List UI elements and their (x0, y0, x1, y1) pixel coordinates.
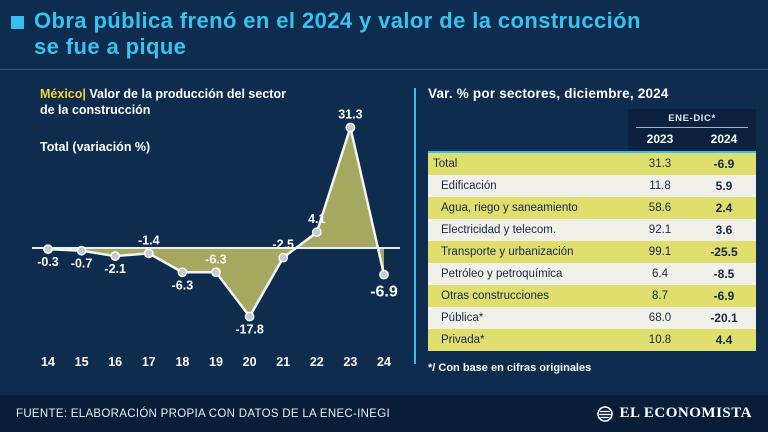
svg-text:20: 20 (243, 355, 257, 369)
header-divider (0, 69, 768, 70)
row-value-2023: 58.6 (648, 202, 672, 214)
row-value-2024: 2.4 (715, 201, 733, 215)
svg-text:-1.4: -1.4 (138, 233, 160, 247)
svg-text:16: 16 (108, 355, 122, 369)
svg-text:-6.3: -6.3 (205, 252, 227, 266)
svg-text:31.3: 31.3 (338, 107, 362, 121)
row-value-2024: 3.6 (715, 223, 733, 237)
table-row: Petróleo y petroquímica 6.4 -8.5 (428, 263, 756, 285)
svg-text:21: 21 (276, 355, 290, 369)
svg-text:24: 24 (377, 355, 391, 369)
table-row: Otras construcciones 8.7 -6.9 (428, 285, 756, 307)
svg-text:18: 18 (175, 355, 189, 369)
svg-text:-2.5: -2.5 (272, 238, 294, 252)
row-sector-name: Privada* (441, 334, 485, 346)
footer-bar: FUENTE: ELABORACIÓN PROPIA CON DATOS DE … (0, 395, 768, 432)
row-sector-name: Electricidad y telecom. (441, 224, 557, 236)
table-column-header: ENE-DIC* 2023 2024 (428, 109, 756, 151)
row-value-2023: 10.8 (648, 334, 672, 346)
construction-area-chart: -0.3 -0.7 -2.1 -1.4 -6.3 -6.3 -17.8 -2.5 4.1 31.3… (32, 107, 400, 369)
column-2023: 2023 (646, 132, 674, 146)
row-value-2023: 68.0 (648, 312, 672, 324)
row-value-2024: -8.5 (713, 267, 735, 281)
chart-region-label: México| (40, 87, 86, 101)
svg-text:-17.8: -17.8 (235, 323, 264, 337)
svg-text:15: 15 (75, 355, 89, 369)
svg-text:-0.3: -0.3 (37, 255, 59, 269)
svg-text:19: 19 (209, 355, 223, 369)
column-group-label: ENE-DIC* (668, 113, 716, 124)
svg-text:4.1: 4.1 (308, 212, 325, 226)
row-value-2023: 6.4 (652, 268, 668, 280)
row-sector-name: Total (433, 158, 458, 170)
row-sector-name: Edificación (441, 180, 497, 192)
chart-title: Valor de la producción del sector de la … (40, 87, 286, 117)
table-row: Transporte y urbanización 99.1 -25.5 (428, 241, 756, 263)
column-group-rule (636, 127, 748, 128)
svg-text:14: 14 (41, 355, 55, 369)
table-row: Agua, riego y saneamiento 58.6 2.4 (428, 197, 756, 219)
svg-text:17: 17 (142, 355, 156, 369)
el-economista-globe-icon (596, 405, 613, 422)
table-row: Total 31.3 -6.9 (428, 153, 756, 175)
page-title-line2: se fue a pique (34, 34, 187, 59)
svg-text:-6.9: -6.9 (370, 284, 398, 301)
column-2024: 2024 (710, 132, 738, 146)
table-title: Var. % por sectores, diciembre, 2024 (428, 86, 669, 101)
table-row: Edificación 11.8 5.9 (428, 175, 756, 197)
construction-chart-panel: -0.3 -0.7 -2.1 -1.4 -6.3 -6.3 -17.8 -2.5 4.1 31.3… (30, 80, 410, 375)
year-columns: 2023 2024 (628, 132, 756, 146)
page-title-line1: Obra pública frenó en el 2024 y valor de… (34, 8, 641, 33)
row-sector-name: Transporte y urbanización (441, 246, 574, 258)
row-sector-name: Petróleo y petroquímica (441, 268, 563, 280)
row-value-2024: -25.5 (710, 245, 738, 259)
row-value-2023: 8.7 (652, 290, 668, 302)
row-value-2024: -6.9 (713, 157, 735, 171)
chart-heading: México| Valor de la producción del secto… (40, 86, 290, 118)
table-row: Electricidad y telecom. 92.1 3.6 (428, 219, 756, 241)
svg-text:-0.7: -0.7 (71, 257, 93, 271)
brand-name: EL ECONOMISTA (619, 405, 752, 421)
table-top-rule (428, 151, 756, 153)
table-header-spacer (428, 109, 628, 151)
chart-series-label: Total (variación %) (40, 140, 151, 154)
source-credit: FUENTE: ELABORACIÓN PROPIA CON DATOS DE … (16, 407, 390, 420)
table-header-columns: ENE-DIC* 2023 2024 (628, 109, 756, 151)
row-value-2024: 4.4 (715, 333, 733, 347)
row-sector-name: Agua, riego y saneamiento (441, 202, 578, 214)
svg-text:23: 23 (343, 355, 357, 369)
row-value-2023: 31.3 (648, 158, 672, 170)
row-value-2024: -6.9 (713, 289, 735, 303)
svg-text:-6.3: -6.3 (172, 278, 194, 292)
svg-text:22: 22 (310, 355, 324, 369)
row-sector-name: Otras construcciones (441, 290, 550, 302)
table-footnote: */ Con base en cifras originales (428, 362, 592, 374)
row-value-2023: 92.1 (648, 224, 672, 236)
svg-text:-2.1: -2.1 (104, 262, 126, 276)
page-title: Obra pública frenó en el 2024 y valor de… (34, 8, 754, 60)
table-row: Privada* 10.8 4.4 (428, 329, 756, 351)
row-value-2024: -20.1 (710, 311, 738, 325)
sector-table-panel: Var. % por sectores, diciembre, 2024 ENE… (428, 86, 756, 374)
row-sector-name: Pública* (441, 312, 484, 324)
row-value-2023: 11.8 (649, 180, 671, 192)
row-value-2024: 5.9 (715, 179, 733, 193)
table-row: Pública* 68.0 -20.1 (428, 307, 756, 329)
brand-logo: EL ECONOMISTA (596, 405, 753, 423)
row-value-2023: 99.1 (648, 246, 672, 258)
title-bullet-square (11, 16, 24, 29)
panel-divider (414, 88, 416, 364)
sector-table-body: Total 31.3 -6.9 Edificación 11.8 5.9 Agua, rie… (428, 153, 756, 351)
